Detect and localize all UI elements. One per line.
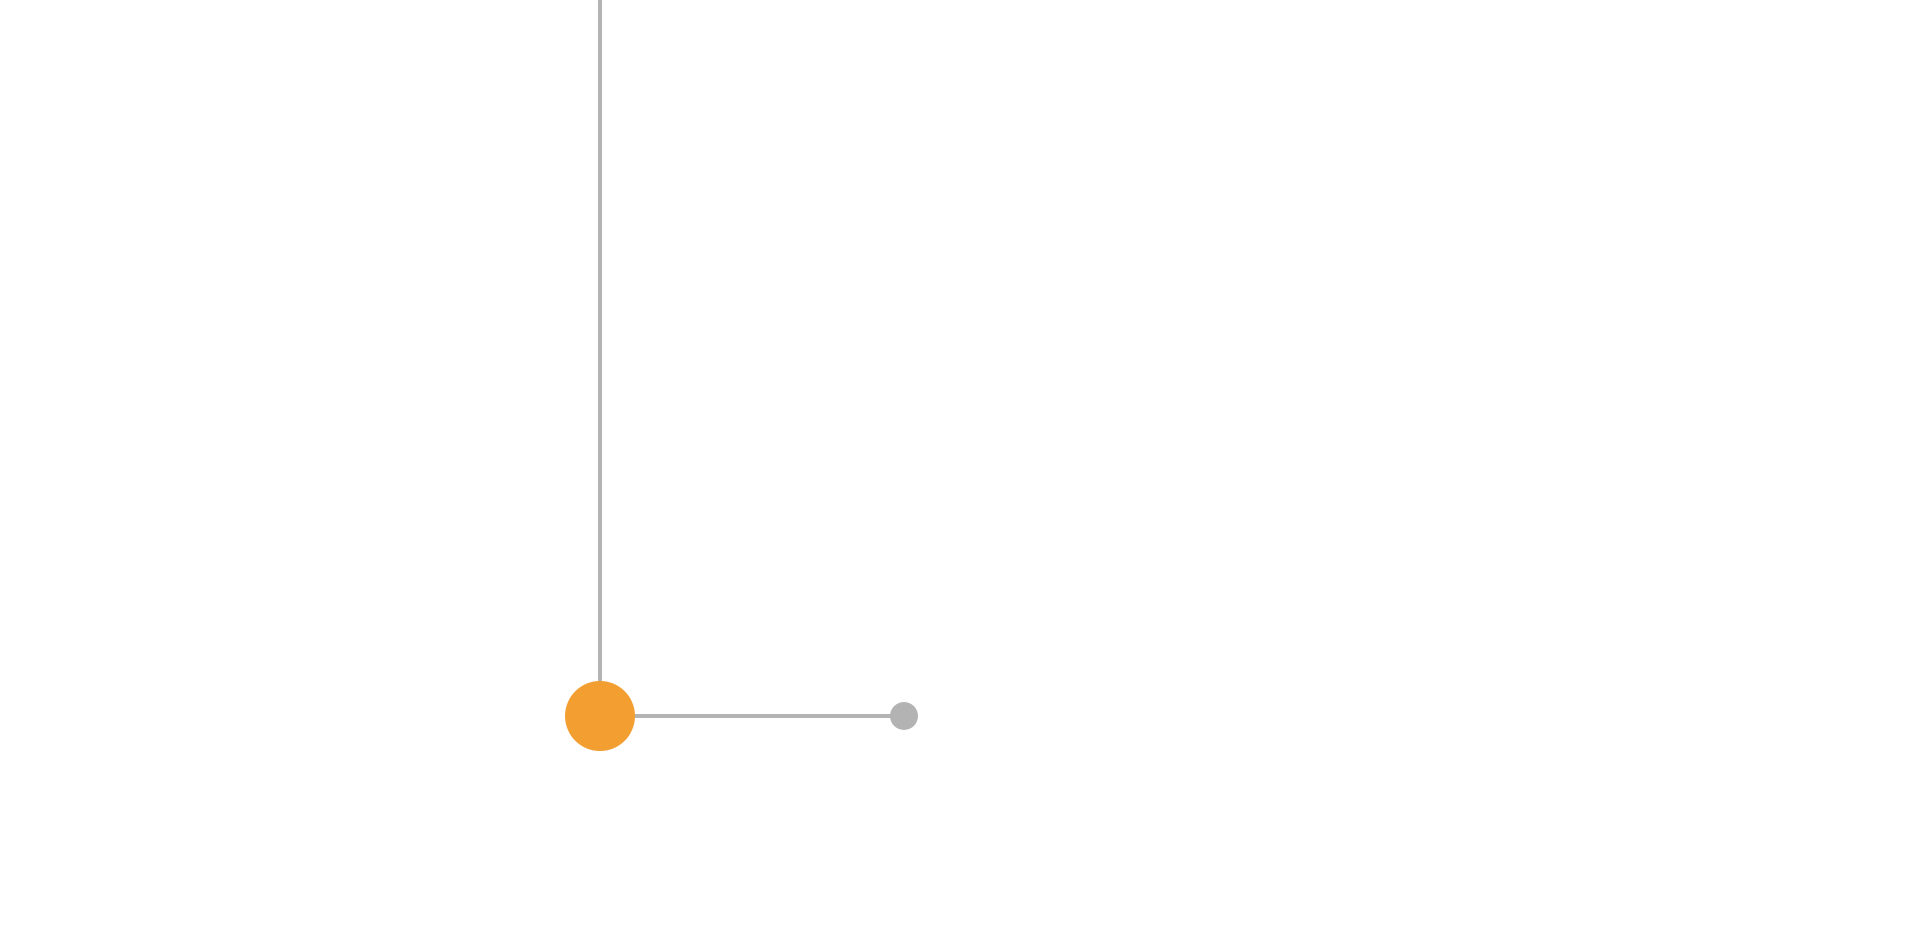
branch-node[interactable] — [890, 702, 918, 730]
nodes — [565, 681, 918, 751]
main-node[interactable] — [565, 681, 635, 751]
connectors — [598, 0, 904, 718]
